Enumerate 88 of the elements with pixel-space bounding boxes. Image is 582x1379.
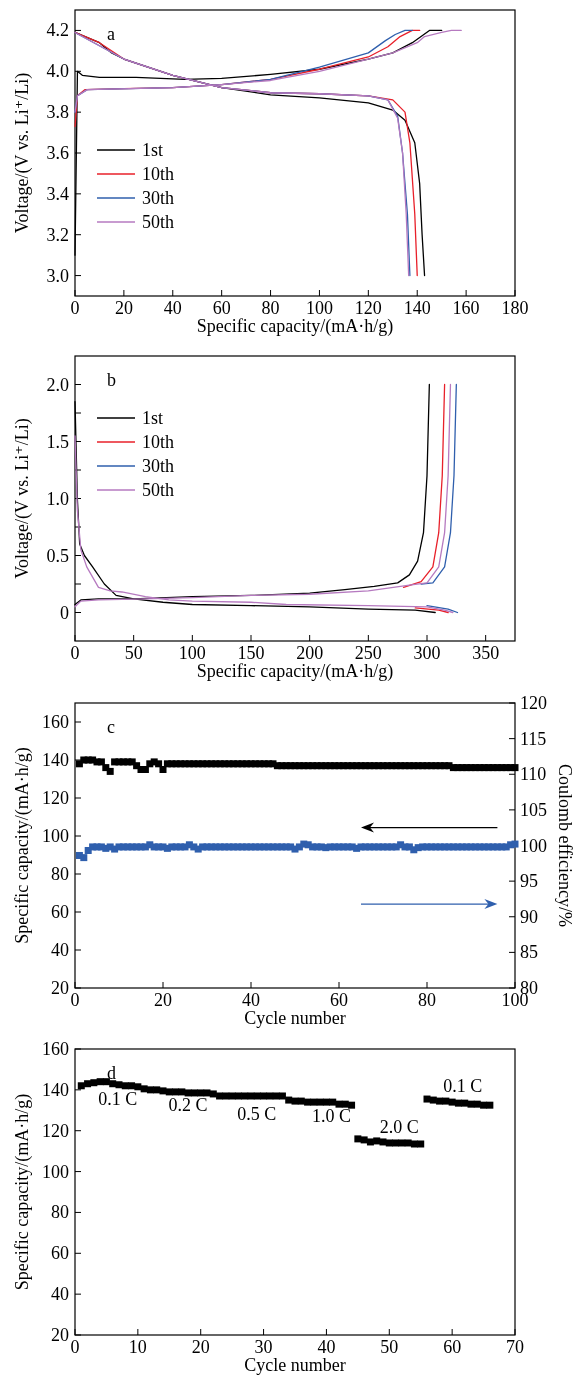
x-tick-label: 80 — [261, 298, 280, 318]
annotation: 0.2 C — [168, 1095, 208, 1116]
annotation: 0.1 C — [98, 1089, 138, 1110]
y-tick-label: 80 — [51, 864, 69, 884]
y-axis-title: Specific capacity/(mA·h/g) — [12, 747, 33, 944]
y-tick-label: 3.2 — [46, 224, 69, 245]
y-tick-label: 0 — [60, 602, 69, 623]
y-tick-label: 1.0 — [46, 488, 69, 509]
legend-label: 30th — [142, 188, 175, 208]
y2-tick-label: 120 — [520, 693, 547, 713]
y-tick-label: 3.6 — [46, 143, 69, 163]
y-tick-label: 3.4 — [46, 183, 69, 204]
x-tick-label: 40 — [317, 1337, 336, 1357]
y-tick-label: 160 — [42, 712, 69, 732]
y-tick-label: 4.0 — [46, 61, 69, 82]
x-tick-label: 160 — [452, 298, 480, 318]
x-tick-label: 80 — [418, 990, 436, 1010]
y-axis-title: Voltage/(V vs. Li⁺/Li) — [12, 418, 33, 579]
y-tick-label: 140 — [42, 750, 69, 770]
legend-label: 10th — [142, 164, 175, 184]
legend-label: 1st — [142, 140, 164, 160]
annotation: d — [107, 1063, 116, 1083]
y-tick-label: 100 — [42, 826, 69, 846]
x-tick-label: 10 — [128, 1337, 147, 1357]
y2-tick-label: 110 — [520, 764, 547, 785]
y-tick-label: 140 — [42, 1079, 69, 1100]
x-axis-title: Cycle number — [244, 1008, 346, 1028]
x-tick-label: 70 — [506, 1337, 524, 1357]
y-tick-label: 2.0 — [46, 374, 69, 395]
y-tick-label: 3.0 — [46, 265, 69, 286]
y2-tick-label: 90 — [520, 906, 538, 927]
x-tick-label: 30 — [254, 1337, 273, 1357]
y-tick-label: 40 — [51, 940, 69, 960]
annotation: 0.1 C — [443, 1076, 483, 1097]
annotation: a — [107, 24, 115, 44]
x-axis-title: Cycle number — [244, 1355, 346, 1375]
legend-label: 50th — [142, 480, 175, 500]
y-axis-title: Voltage/(V vs. Li⁺/Li) — [12, 72, 33, 234]
x-tick-label: 100 — [305, 298, 333, 318]
x-tick-label: 60 — [443, 1337, 462, 1357]
annotation: 2.0 C — [379, 1116, 419, 1137]
y2-axis-title: Coulomb efficiency/% — [555, 763, 575, 928]
x-tick-label: 140 — [403, 298, 431, 318]
annotation: 1.0 C — [312, 1106, 352, 1127]
x-tick-label: 20 — [191, 1337, 210, 1357]
y-tick-label: 60 — [51, 902, 69, 922]
y-tick-label: 40 — [51, 1284, 69, 1305]
legend-label: 30th — [142, 456, 175, 476]
x-tick-label: 350 — [472, 643, 500, 663]
x-tick-label: 150 — [237, 643, 265, 663]
x-tick-label: 300 — [413, 643, 441, 663]
y-tick-label: 80 — [51, 1202, 69, 1223]
y-tick-label: 120 — [42, 788, 69, 808]
annotation: c — [107, 717, 115, 737]
x-tick-label: 50 — [380, 1337, 399, 1357]
y2-tick-label: 95 — [520, 871, 538, 892]
y-tick-label: 4.2 — [46, 20, 69, 41]
x-tick-label: 50 — [124, 643, 143, 663]
y-tick-label: 60 — [51, 1243, 69, 1264]
y2-tick-label: 100 — [520, 835, 547, 856]
y2-tick-label: 115 — [520, 728, 547, 749]
x-tick-label: 100 — [178, 643, 206, 663]
legend-label: 1st — [142, 408, 164, 428]
y-tick-label: 120 — [42, 1120, 69, 1141]
y-tick-label: 3.8 — [46, 102, 69, 123]
annotation: 0.5 C — [237, 1104, 277, 1125]
x-tick-label: 20 — [114, 298, 133, 318]
y-tick-label: 100 — [42, 1161, 69, 1182]
x-tick-label: 60 — [330, 990, 348, 1010]
x-tick-label: 120 — [354, 298, 382, 318]
y2-tick-label: 105 — [520, 799, 547, 820]
x-tick-label: 200 — [296, 643, 324, 663]
legend-label: 50th — [142, 212, 175, 232]
x-axis-title: Specific capacity/(mA·h/g) — [196, 661, 394, 682]
x-tick-label: 250 — [354, 643, 382, 663]
x-tick-label: 20 — [154, 990, 172, 1010]
x-tick-label: 40 — [163, 298, 182, 318]
annotation: b — [107, 370, 116, 390]
y-axis-title: Specific capacity/(mA·h/g) — [12, 1093, 33, 1291]
x-tick-label: 180 — [501, 298, 529, 318]
y-tick-label: 0.5 — [46, 545, 69, 566]
legend-label: 10th — [142, 432, 175, 452]
x-axis-title: Specific capacity/(mA·h/g) — [196, 316, 394, 337]
x-tick-label: 40 — [242, 990, 260, 1010]
y-tick-label: 1.5 — [46, 431, 69, 452]
x-tick-label: 60 — [212, 298, 231, 318]
y-tick-label: 160 — [42, 1039, 69, 1059]
y2-tick-label: 85 — [520, 942, 538, 963]
